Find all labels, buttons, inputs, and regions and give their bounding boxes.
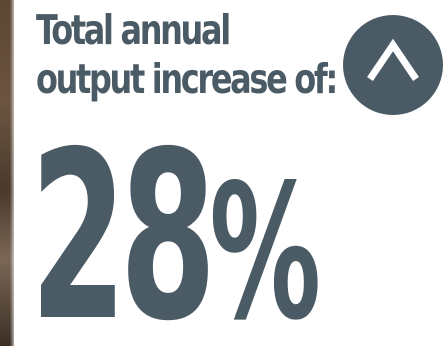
headline: Total annual output increase of:: [36, 6, 338, 104]
headline-line-2: output increase of:: [36, 55, 338, 103]
stat-number: 28: [30, 102, 217, 346]
stat-unit: %: [209, 144, 321, 346]
stat-value: 28%: [30, 102, 321, 346]
background-photo-strip: [0, 0, 14, 346]
headline-line-1: Total annual: [36, 6, 231, 54]
chevron-up-icon: [367, 38, 419, 81]
increase-badge: [343, 15, 443, 115]
